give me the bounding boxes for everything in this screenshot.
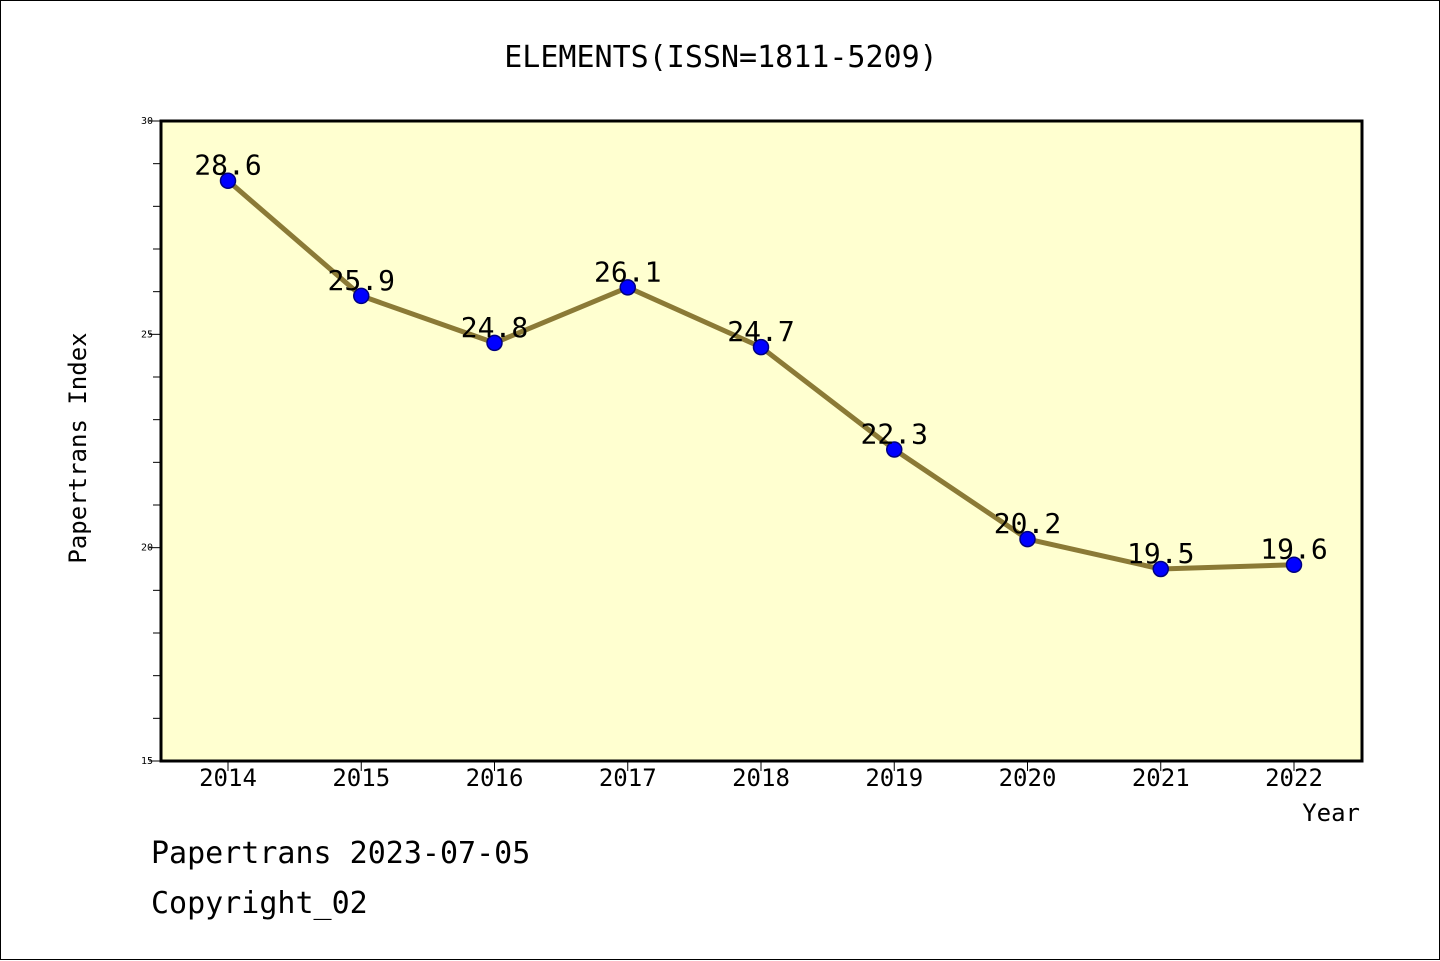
data-point-marker [1019,530,1036,548]
footer-date-text: Papertrans 2023-07-05 [151,836,531,871]
footer-copyright-text: Copyright_02 [151,886,368,921]
y-tick-label: 20 [141,543,153,554]
data-point-marker [1152,560,1169,578]
x-axis: 2014 2015 2016 2017 2018 2019 2020 2021 2022 [199,761,1323,792]
data-point-marker [752,338,770,356]
data-labels: 28.6 25.9 24.8 26.1 24.7 22.3 20.2 19.5 19.6 [194,149,1327,570]
data-label: 24.8 [461,311,528,344]
y-tick-label: 15 [141,756,153,767]
data-label: 19.6 [1260,533,1327,566]
data-markers [219,172,1303,578]
x-tick-label: 2014 [199,764,257,792]
x-tick-label: 2021 [1132,764,1190,792]
data-label: 25.9 [328,264,395,297]
x-tick-label: 2020 [999,764,1057,792]
y-tick-label: 30 [141,116,153,127]
data-point-marker [1285,556,1303,573]
x-tick-label: 2019 [865,764,923,792]
y-axis: 15 20 25 30 [141,116,162,767]
x-tick-label: 2022 [1265,764,1323,792]
chart-title: ELEMENTS(ISSN=1811-5209) [504,40,937,75]
data-point-marker [619,279,636,296]
data-label: 24.7 [727,315,794,348]
y-axis-label: Papertrans Index [64,332,92,563]
y-tick-label: 25 [141,329,153,340]
x-tick-label: 2017 [599,764,657,792]
data-label: 20.2 [994,507,1061,540]
data-label: 26.1 [594,255,661,288]
data-label: 19.5 [1127,537,1194,570]
x-tick-label: 2015 [332,764,390,792]
data-point-marker [486,334,503,352]
x-tick-label: 2016 [466,764,524,792]
data-label: 28.6 [194,149,261,182]
data-point-marker [886,441,903,458]
data-label: 22.3 [861,418,928,451]
data-point-marker [353,287,370,305]
x-axis-label: Year [1302,799,1360,827]
data-point-marker [219,172,237,189]
plot-area [159,119,1364,763]
x-tick-label: 2018 [732,764,790,792]
